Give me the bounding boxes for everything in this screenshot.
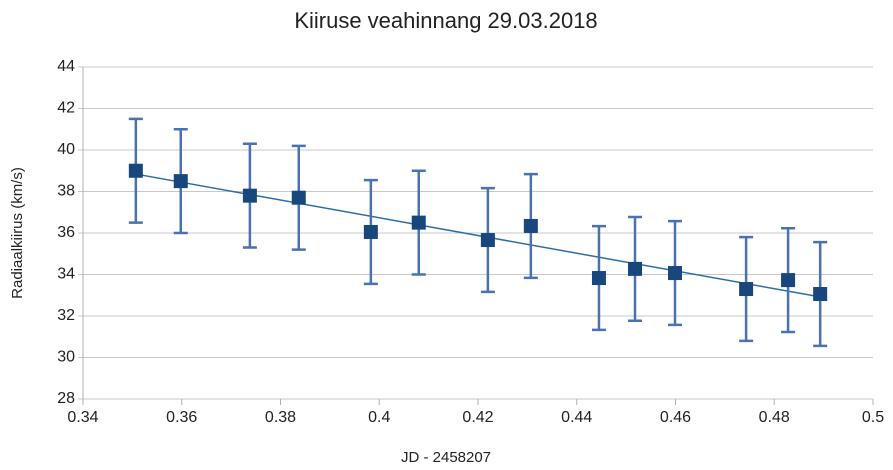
y-tick-label: 38 (57, 183, 75, 200)
marker (242, 188, 257, 203)
marker (523, 218, 538, 233)
marker (411, 215, 426, 230)
y-tick-label: 40 (57, 141, 75, 158)
marker (173, 174, 188, 189)
marker (480, 233, 495, 248)
x-tick-label: 0.36 (166, 409, 197, 426)
y-tick-label: 42 (57, 100, 75, 117)
x-tick-label: 0.5 (862, 409, 884, 426)
x-axis-title: JD - 2458207 (401, 449, 491, 466)
x-tick-label: 0.34 (67, 409, 98, 426)
marker (813, 287, 828, 302)
x-tick-label: 0.42 (462, 409, 493, 426)
marker (668, 266, 683, 281)
y-tick-label: 32 (57, 307, 75, 324)
x-tick-label: 0.38 (265, 409, 296, 426)
y-axis-title: Radiaalkiirus (km/s) (9, 167, 26, 299)
x-tick-label: 0.48 (759, 409, 790, 426)
marker (128, 163, 143, 178)
y-tick-label: 28 (57, 390, 75, 407)
x-tick-label: 0.4 (368, 409, 390, 426)
x-tick-label: 0.46 (660, 409, 691, 426)
y-tick-label: 34 (57, 266, 75, 283)
x-tick-label: 0.44 (561, 409, 592, 426)
trendline (135, 173, 821, 298)
y-tick-label: 36 (57, 224, 75, 241)
marker (628, 261, 643, 276)
marker (739, 282, 754, 297)
y-tick-label: 30 (57, 349, 75, 366)
marker (291, 190, 306, 205)
marker (591, 271, 606, 286)
chart-title: Kiiruse veahinnang 29.03.2018 (294, 8, 597, 33)
marker (363, 224, 378, 239)
y-tick-label: 44 (57, 58, 75, 75)
marker (781, 273, 796, 288)
